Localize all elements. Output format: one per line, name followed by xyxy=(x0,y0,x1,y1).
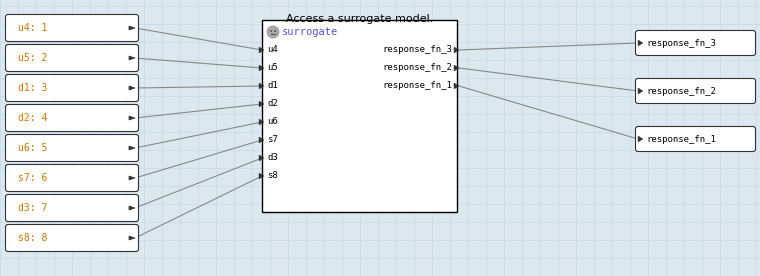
Polygon shape xyxy=(129,26,135,30)
FancyBboxPatch shape xyxy=(5,15,138,41)
Polygon shape xyxy=(259,119,264,125)
Polygon shape xyxy=(454,65,459,71)
Polygon shape xyxy=(259,83,264,89)
Text: u4: u4 xyxy=(267,46,277,54)
Polygon shape xyxy=(638,88,643,94)
Polygon shape xyxy=(259,65,264,71)
Text: s7: 6: s7: 6 xyxy=(18,173,47,183)
Text: response_fn_1: response_fn_1 xyxy=(382,81,452,91)
Text: d3: d3 xyxy=(267,153,277,163)
Circle shape xyxy=(267,26,279,38)
Polygon shape xyxy=(454,83,459,89)
Text: s8: 8: s8: 8 xyxy=(18,233,47,243)
Polygon shape xyxy=(129,56,135,60)
Circle shape xyxy=(270,30,272,32)
Text: response_fn_3: response_fn_3 xyxy=(382,46,452,54)
FancyBboxPatch shape xyxy=(635,31,755,55)
Polygon shape xyxy=(259,137,264,143)
Text: Access a surrogate model.: Access a surrogate model. xyxy=(286,14,433,24)
Text: response_fn_2: response_fn_2 xyxy=(382,63,452,73)
FancyBboxPatch shape xyxy=(635,126,755,152)
Polygon shape xyxy=(638,40,643,46)
Text: surrogate: surrogate xyxy=(282,27,338,37)
Polygon shape xyxy=(129,176,135,180)
Text: s7: s7 xyxy=(267,136,277,145)
Circle shape xyxy=(274,30,276,32)
Text: response_fn_3: response_fn_3 xyxy=(646,38,716,47)
Polygon shape xyxy=(259,155,264,161)
Text: d2: 4: d2: 4 xyxy=(18,113,47,123)
Text: s8: s8 xyxy=(267,171,277,181)
FancyBboxPatch shape xyxy=(5,105,138,131)
FancyBboxPatch shape xyxy=(5,75,138,102)
Text: u4: 1: u4: 1 xyxy=(18,23,47,33)
FancyBboxPatch shape xyxy=(5,195,138,222)
FancyBboxPatch shape xyxy=(5,44,138,71)
Text: response_fn_1: response_fn_1 xyxy=(646,134,716,144)
Text: u6: 5: u6: 5 xyxy=(18,143,47,153)
Text: u5: u5 xyxy=(267,63,277,73)
Polygon shape xyxy=(129,146,135,150)
Polygon shape xyxy=(129,86,135,90)
Polygon shape xyxy=(259,173,264,179)
Text: d1: 3: d1: 3 xyxy=(18,83,47,93)
FancyBboxPatch shape xyxy=(5,164,138,192)
Text: u6: u6 xyxy=(267,118,277,126)
Polygon shape xyxy=(129,116,135,120)
FancyBboxPatch shape xyxy=(5,224,138,251)
Polygon shape xyxy=(259,101,264,107)
Bar xyxy=(262,20,457,212)
FancyBboxPatch shape xyxy=(635,78,755,104)
Text: d2: d2 xyxy=(267,100,277,108)
Polygon shape xyxy=(129,206,135,210)
Text: d1: d1 xyxy=(267,81,277,91)
Text: response_fn_2: response_fn_2 xyxy=(646,86,716,95)
Polygon shape xyxy=(259,47,264,53)
Text: u5: 2: u5: 2 xyxy=(18,53,47,63)
Polygon shape xyxy=(638,136,643,142)
Polygon shape xyxy=(129,236,135,240)
FancyBboxPatch shape xyxy=(5,134,138,161)
Text: d3: 7: d3: 7 xyxy=(18,203,47,213)
Polygon shape xyxy=(454,47,459,53)
